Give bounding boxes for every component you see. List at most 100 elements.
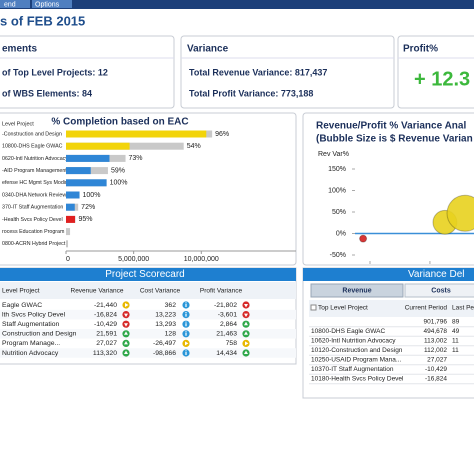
y-tick-label: 100% (328, 187, 346, 194)
cell: Program Manage... (2, 340, 60, 347)
top-bar (0, 0, 474, 9)
cell: Staff Augmentation (2, 321, 60, 328)
status-glyph (245, 341, 249, 346)
total-bar (66, 228, 71, 236)
cell: 11 (452, 338, 459, 345)
category-label: 0340-DHA Network Review (2, 192, 66, 198)
bubble (359, 234, 368, 243)
status-glyph (185, 331, 187, 336)
cell: Construction and Design (2, 331, 77, 338)
cell: 13,293 (155, 321, 176, 328)
status-glyph (244, 350, 248, 354)
cell: -16,824 (94, 311, 117, 318)
cell: 21,591 (96, 331, 117, 338)
data-label: 96% (215, 131, 229, 138)
cell: 758 (226, 340, 238, 347)
x-tick-label: 0 (66, 256, 70, 263)
data-label: 54% (187, 143, 201, 150)
cell: -21,440 (94, 302, 117, 309)
completion-bar (66, 179, 107, 187)
cell: -10,429 (94, 321, 117, 328)
cell: Eagle GWAC (2, 302, 42, 309)
column-header: Current Period (405, 305, 448, 312)
chart-panel (0, 112, 297, 266)
chart-subtitle: (Bubble Size is $ Revenue Varian (316, 134, 473, 145)
cell: -98,866 (153, 350, 176, 357)
cell: -3,601 (218, 311, 237, 318)
tab-label[interactable]: Revenue (342, 287, 371, 294)
column-header: Last Period (452, 305, 474, 312)
kpi-panel (0, 35, 175, 109)
status-glyph (124, 341, 128, 345)
category-label: -Health Svcs Policy Devel (2, 217, 63, 223)
status-glyph (124, 323, 128, 327)
variance-table: Top Level Project Current Period Last Peri… (309, 300, 474, 385)
tab-label[interactable]: Options (35, 1, 60, 8)
status-glyph (244, 321, 248, 326)
row-band (0, 348, 296, 358)
data-label: 100% (110, 180, 128, 187)
cell: 21,463 (216, 331, 237, 338)
cell: 10180-Health Svcs Policy Devel (311, 376, 404, 383)
category-label: efense HC Mgmt Sys Modin (2, 180, 68, 186)
cell: 494,678 (424, 328, 448, 335)
status-glyph (124, 350, 128, 354)
status-glyph (185, 321, 187, 327)
bubble (446, 194, 474, 232)
cell: lth Svcs Policy Devel (2, 311, 66, 318)
cell: 128 (165, 331, 177, 338)
tab[interactable] (0, 0, 30, 8)
data-label: 100% (83, 192, 101, 199)
tab[interactable] (404, 283, 474, 298)
cell: 10120-Construction and Design (311, 347, 403, 354)
table-title: Project Scorecard (105, 269, 184, 280)
completion-bar (66, 167, 91, 175)
cell: 113,320 (93, 350, 117, 357)
tab[interactable] (310, 283, 404, 298)
cell: 27,027 (427, 357, 447, 364)
tab-label[interactable]: end (4, 1, 16, 8)
cell: 2,864 (220, 321, 237, 328)
completion-bar (66, 154, 110, 162)
cell: 49 (452, 328, 460, 335)
category-label: -AID Program Management (2, 168, 67, 174)
cell: 10800-DHS Eagle GWAC (311, 328, 385, 335)
y-tick-label: 150% (328, 166, 346, 173)
bubble-chart: 150%100%50%0%-50%-200%0% (328, 166, 474, 281)
table-title: Variance Del (408, 269, 465, 280)
kpi-line: Total Revenue Variance: 817,437 (189, 67, 327, 77)
cell: 10620-Intl Nutrition Advocacy (311, 338, 396, 345)
category-label: -Construction and Design (2, 131, 62, 137)
y-tick-label: 50% (332, 209, 346, 216)
y-tick-label: 0% (336, 230, 346, 237)
table-title-bar (303, 268, 474, 281)
status-glyph (185, 350, 187, 355)
tab[interactable] (32, 0, 72, 8)
cell: 13,223 (155, 311, 176, 318)
column-header: Cost Variance (140, 288, 181, 295)
scorecard-table: Level Project Revenue Variance Cost Varian… (0, 282, 296, 358)
completion-bar (66, 215, 75, 223)
kpi-value: + 12.3 (414, 68, 470, 90)
status-glyph (124, 331, 128, 335)
cell: 11 (452, 347, 459, 354)
x-tick-label: 5,000,000 (118, 256, 149, 263)
chart-title: Revenue/Profit % Variance Anal (316, 121, 466, 132)
cell: -26,497 (153, 340, 176, 347)
completion-bar (66, 191, 80, 199)
header-row (0, 282, 296, 299)
tab-label[interactable]: Costs (431, 287, 451, 294)
kpi-line: of Top Level Projects: 12 (2, 67, 108, 77)
table-title-bar (0, 268, 296, 281)
cell: 14,434 (216, 350, 237, 357)
y-tick-label: -50% (330, 252, 346, 259)
page-title: s of FEB 2015 (0, 13, 85, 28)
status-glyph (244, 304, 248, 308)
cell: Nutrition Advocacy (2, 350, 59, 357)
column-header: Top Level Project (318, 305, 368, 312)
kpi-line: of WBS Elements: 84 (2, 88, 92, 98)
kpi-panel (180, 35, 395, 109)
cell: 901,796 (424, 319, 448, 326)
cell: 362 (165, 302, 177, 309)
data-label: 73% (129, 155, 143, 162)
